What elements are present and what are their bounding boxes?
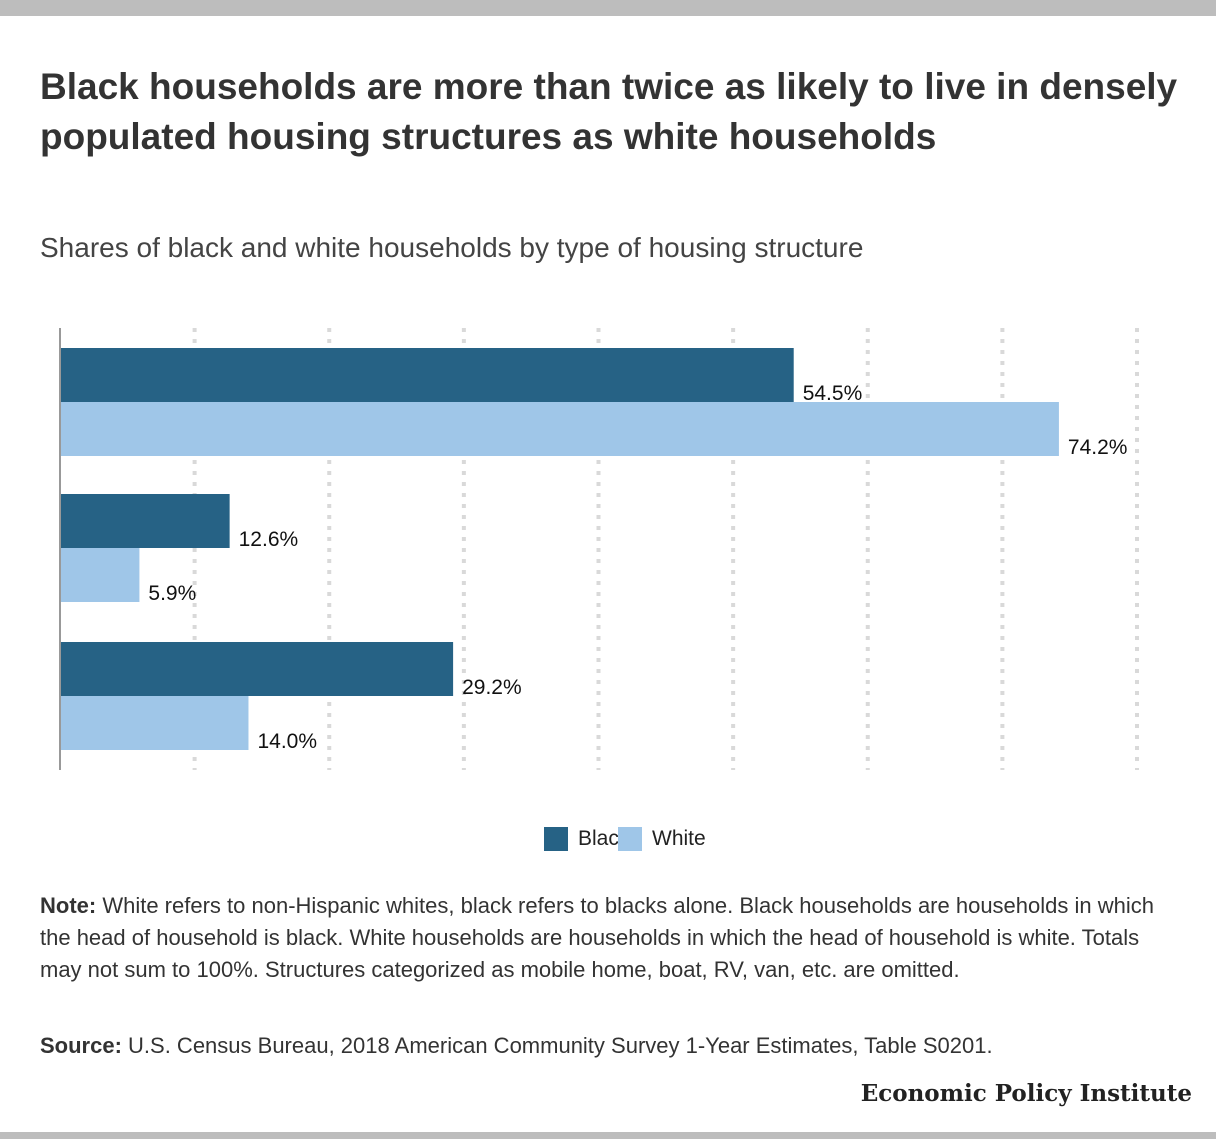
data-label-white-2: 14.0% [257, 730, 317, 753]
bar-black-2 [60, 642, 454, 696]
bottom-border [0, 1132, 1216, 1139]
data-label-white-1: 5.9% [148, 582, 196, 605]
chart-note: Note: White refers to non-Hispanic white… [40, 890, 1180, 986]
legend: Black White [0, 826, 1216, 852]
brand-logo-text: Economic Policy Institute [860, 1080, 1192, 1107]
chart-title: Black households are more than twice as … [40, 66, 1178, 157]
source-label: Source: [40, 1033, 122, 1058]
legend-item-white: White [618, 826, 706, 852]
data-label-black-0: 54.5% [803, 382, 863, 405]
top-border [0, 0, 1216, 16]
bar-black-1 [60, 494, 230, 548]
bar-white-2 [60, 696, 249, 750]
legend-label-black: Black [578, 827, 630, 850]
data-label-black-1: 12.6% [239, 528, 299, 551]
note-label: Note: [40, 893, 97, 918]
bar-white-1 [60, 548, 140, 602]
bar-black-0 [60, 348, 794, 402]
bar-white-0 [60, 402, 1059, 456]
note-text: White refers to non-Hispanic whites, bla… [40, 893, 1154, 982]
legend-item-black: Black [544, 826, 629, 852]
data-label-white-0: 74.2% [1068, 436, 1128, 459]
legend-label-white: White [652, 827, 706, 850]
legend-swatch-white [618, 827, 642, 851]
data-label-black-2: 29.2% [462, 676, 522, 699]
legend-swatch-black [544, 827, 568, 851]
chart-subtitle: Shares of black and white households by … [40, 232, 864, 263]
chart-source: Source: U.S. Census Bureau, 2018 America… [40, 1030, 1180, 1062]
bar-chart: 54.5% 12.6% 29.2% 74.2% 5.9% 14.0% [59, 328, 1139, 770]
source-text: U.S. Census Bureau, 2018 American Commun… [121, 1033, 993, 1058]
